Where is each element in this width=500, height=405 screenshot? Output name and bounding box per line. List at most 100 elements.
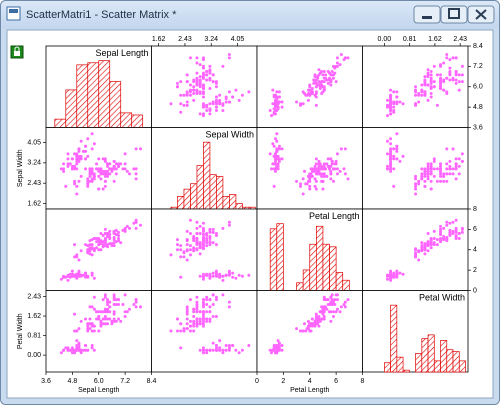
data-point (389, 97, 393, 101)
data-point (451, 172, 455, 176)
data-point (108, 229, 112, 233)
histogram-bar (452, 351, 460, 373)
data-point (88, 239, 92, 243)
data-point (227, 300, 231, 304)
data-point (333, 302, 337, 306)
data-point (310, 324, 314, 328)
data-point (185, 305, 189, 309)
data-point (195, 319, 199, 323)
close-button[interactable] (467, 5, 495, 24)
data-point (192, 315, 196, 319)
tick-label: 3.6 (473, 124, 483, 131)
lock-icon[interactable] (10, 45, 24, 59)
data-point (432, 174, 436, 178)
histogram-bar (196, 165, 204, 210)
data-point (92, 329, 96, 333)
data-point (195, 307, 199, 311)
data-point (95, 310, 99, 314)
data-point (101, 245, 105, 249)
maximize-button[interactable] (440, 5, 468, 24)
data-point (205, 241, 209, 245)
data-point (276, 154, 280, 158)
data-point (208, 274, 212, 278)
data-point (275, 97, 279, 101)
minimize-button[interactable] (413, 5, 441, 24)
histogram-bar (183, 188, 191, 210)
data-point (103, 238, 107, 242)
histogram-bar (235, 203, 243, 210)
tick-label: 4.8 (68, 378, 78, 385)
data-point (97, 329, 101, 333)
data-point (227, 272, 231, 276)
diagonal-label: Petal Width (419, 293, 465, 303)
data-point (445, 52, 449, 56)
data-point (314, 315, 318, 319)
data-point (224, 100, 228, 104)
data-point (114, 162, 118, 166)
data-point (208, 112, 212, 116)
data-point (97, 167, 101, 171)
data-point (92, 276, 96, 280)
data-point (317, 159, 321, 163)
data-point (432, 167, 436, 171)
data-point (214, 346, 218, 350)
data-point (88, 174, 92, 178)
tick-label: 4 (473, 247, 477, 254)
data-point (123, 315, 127, 319)
data-point (457, 88, 461, 92)
data-point (314, 317, 318, 321)
data-point (343, 172, 347, 176)
histogram-bar (120, 112, 133, 128)
data-point (432, 85, 436, 89)
data-point (201, 246, 205, 250)
data-point (114, 302, 118, 306)
data-point (73, 255, 77, 259)
data-point (77, 159, 81, 163)
tick-label: 6 (334, 378, 338, 385)
data-point (195, 317, 199, 321)
histogram-bar (402, 369, 410, 373)
data-point (329, 295, 333, 299)
data-point (316, 322, 320, 326)
data-point (321, 187, 325, 191)
data-point (97, 248, 101, 252)
data-point (86, 324, 90, 328)
data-point (302, 322, 306, 326)
data-point (435, 179, 439, 183)
data-point (451, 56, 455, 60)
data-point (429, 162, 433, 166)
data-point (97, 315, 101, 319)
data-point (112, 319, 116, 323)
data-point (106, 300, 110, 304)
data-point (385, 114, 389, 118)
data-point (112, 230, 116, 234)
data-point (79, 351, 83, 355)
histogram-bar (76, 64, 89, 128)
data-point (392, 274, 396, 278)
data-point (188, 56, 192, 60)
data-point (324, 305, 328, 309)
data-point (114, 228, 118, 232)
data-point (99, 172, 103, 176)
diagonal-label: Sepal Length (95, 48, 148, 58)
histogram-bar (87, 62, 100, 128)
data-point (75, 343, 79, 347)
data-point (339, 305, 343, 309)
data-point (86, 137, 90, 141)
data-point (101, 317, 105, 321)
data-point (276, 147, 280, 151)
data-point (429, 179, 433, 183)
data-point (321, 73, 325, 77)
data-point (221, 109, 225, 113)
data-point (218, 93, 222, 97)
data-point (84, 343, 88, 347)
data-point (90, 346, 94, 350)
data-point (90, 324, 94, 328)
data-point (103, 184, 107, 188)
data-point (333, 162, 337, 166)
data-point (103, 174, 107, 178)
data-point (454, 81, 458, 85)
data-point (313, 177, 317, 181)
data-point (185, 80, 189, 84)
data-point (77, 327, 81, 331)
